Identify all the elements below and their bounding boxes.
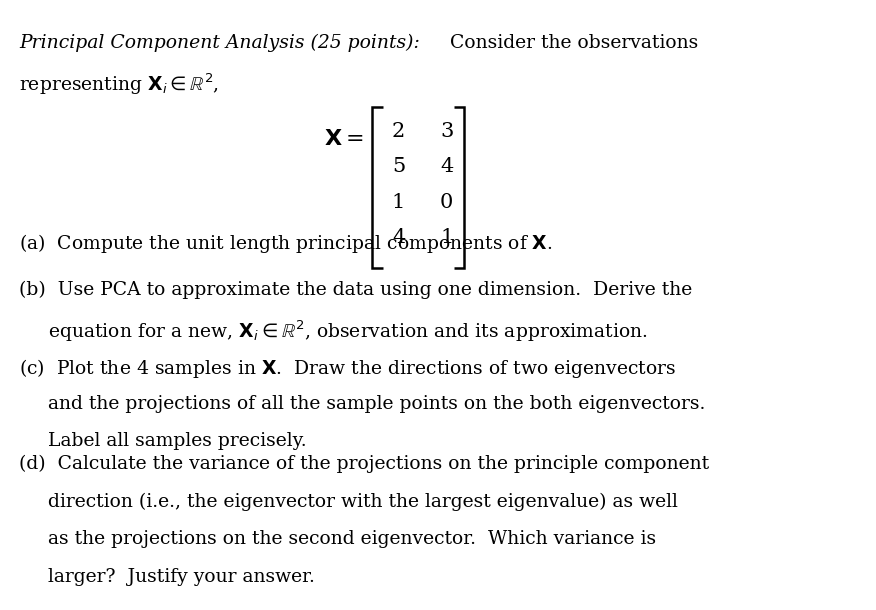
Text: Principal Component Analysis (25 points):: Principal Component Analysis (25 points)…	[19, 34, 420, 52]
Text: (b)  Use PCA to approximate the data using one dimension.  Derive the: (b) Use PCA to approximate the data usin…	[19, 281, 693, 299]
Text: equation for a new, $\mathbf{X}_i \in \mathbb{R}^2$, observation and its approxi: equation for a new, $\mathbf{X}_i \in \m…	[48, 318, 648, 344]
Text: representing $\mathbf{X}_i \in \mathbb{R}^2$,: representing $\mathbf{X}_i \in \mathbb{R…	[19, 71, 219, 97]
Text: and the projections of all the sample points on the both eigenvectors.: and the projections of all the sample po…	[48, 395, 705, 413]
Text: direction (i.e., the eigenvector with the largest eigenvalue) as well: direction (i.e., the eigenvector with th…	[48, 492, 678, 511]
Text: Consider the observations: Consider the observations	[444, 34, 698, 52]
Text: Label all samples precisely.: Label all samples precisely.	[48, 432, 307, 451]
Text: 1: 1	[440, 228, 454, 247]
Text: larger?  Justify your answer.: larger? Justify your answer.	[48, 568, 315, 586]
Text: 3: 3	[440, 122, 454, 141]
Text: (d)  Calculate the variance of the projections on the principle component: (d) Calculate the variance of the projec…	[19, 454, 710, 473]
Text: 2: 2	[392, 122, 406, 141]
Text: as the projections on the second eigenvector.  Which variance is: as the projections on the second eigenve…	[48, 530, 656, 548]
Text: 1: 1	[392, 193, 406, 212]
Text: 4: 4	[392, 228, 406, 247]
Text: $\mathbf{X} = $: $\mathbf{X} = $	[324, 128, 364, 150]
Text: (a)  Compute the unit length principal components of $\mathbf{X}$.: (a) Compute the unit length principal co…	[19, 232, 553, 255]
Text: 0: 0	[440, 193, 454, 212]
Text: (c)  Plot the 4 samples in $\mathbf{X}$.  Draw the directions of two eigenvector: (c) Plot the 4 samples in $\mathbf{X}$. …	[19, 357, 676, 380]
Text: 5: 5	[392, 157, 406, 176]
Text: 4: 4	[440, 157, 454, 176]
